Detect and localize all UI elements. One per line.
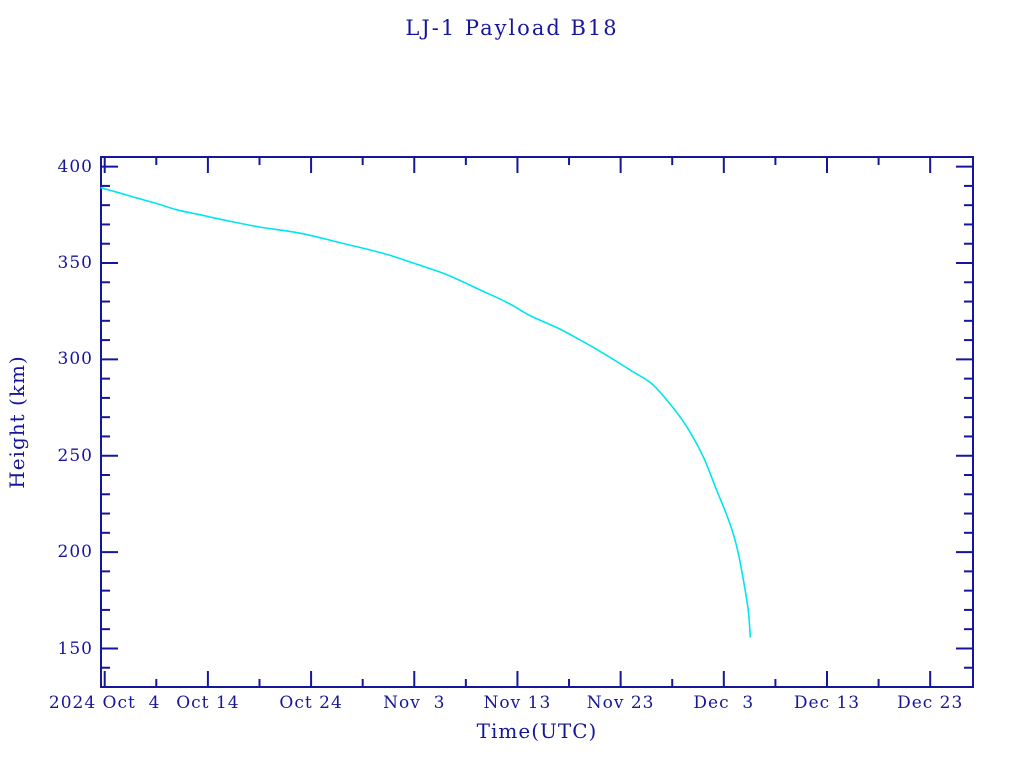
plot-box — [100, 156, 974, 688]
y-tick-label: 400 — [57, 156, 93, 177]
y-tick-label: 150 — [57, 638, 93, 659]
x-tick-label: 2024 Oct 4 — [48, 693, 161, 713]
x-tick-label: Oct 24 — [279, 693, 343, 713]
decay-curve — [100, 187, 752, 638]
x-tick-label: Dec 23 — [897, 693, 964, 713]
chart-title: LJ-1 Payload B18 — [405, 16, 619, 40]
y-tick-label: 250 — [57, 445, 93, 466]
x-tick-label: Nov 23 — [586, 693, 655, 713]
y-tick-label: 300 — [57, 349, 93, 370]
x-tick-label: Dec 3 — [693, 693, 755, 713]
y-tick-label: 350 — [57, 253, 93, 273]
x-tick-label: Nov 3 — [383, 693, 446, 713]
x-tick-label: Oct 14 — [176, 693, 240, 713]
x-axis-label: Time(UTC) — [476, 719, 598, 743]
x-tick-label: Nov 13 — [483, 693, 552, 713]
y-tick-label: 200 — [57, 542, 93, 563]
x-tick-label: Dec 13 — [793, 693, 861, 713]
